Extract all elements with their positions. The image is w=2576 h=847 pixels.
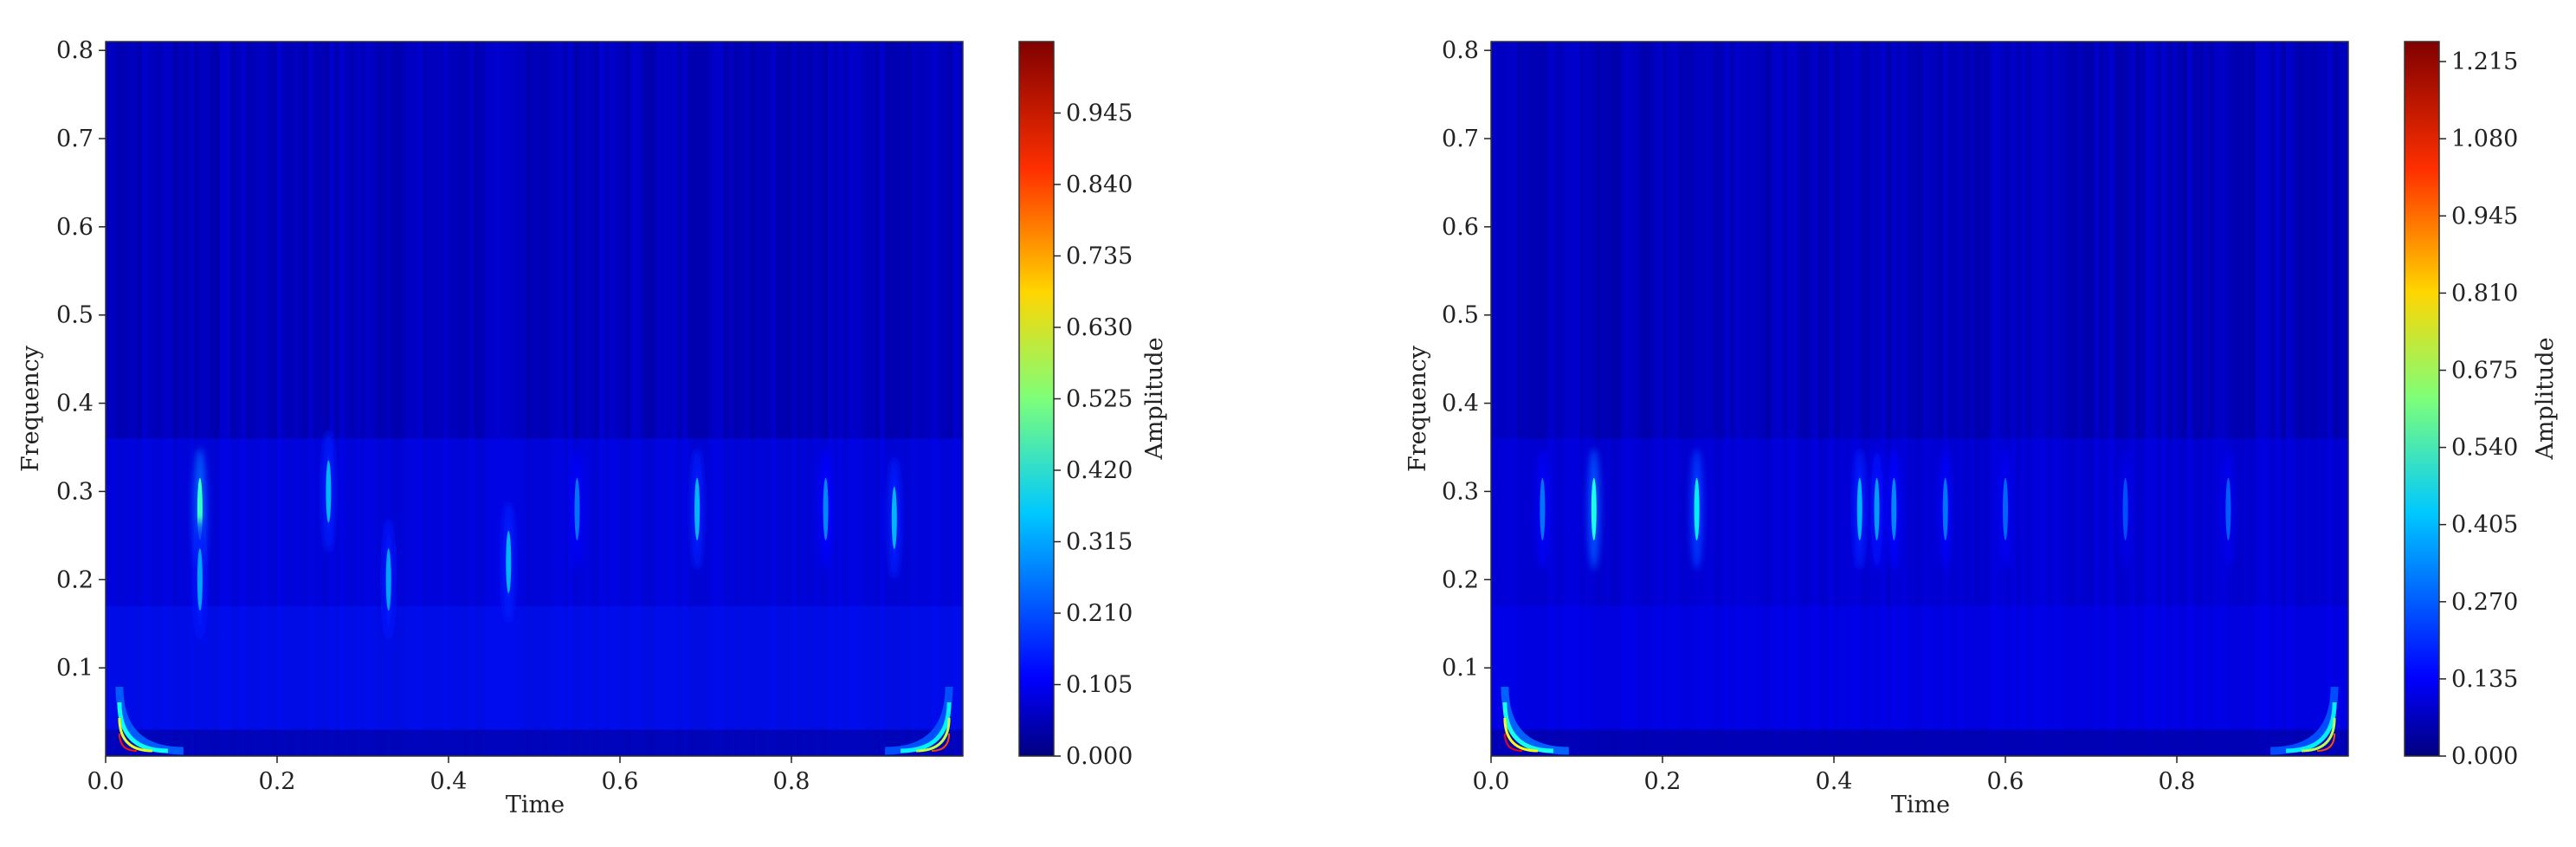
colorbar-tick-label: 1.215 xyxy=(2451,48,2518,75)
left-y-axis: 0.1 0.2 0.3 0.4 0.5 0.6 0.7 0.8 xyxy=(56,37,106,682)
right-y-axis: 0.1 0.2 0.3 0.4 0.5 0.6 0.7 0.8 xyxy=(1442,37,1491,682)
hotspot-6 xyxy=(502,501,515,623)
colorbar-tick-label: 0.945 xyxy=(2451,203,2518,230)
y-tick-label: 0.3 xyxy=(1442,478,1479,505)
x-tick-label: 0.4 xyxy=(430,768,468,795)
hotspot-5 xyxy=(1853,448,1866,570)
hotspot-6 xyxy=(1870,448,1883,570)
colorbar-tick-label: 0.840 xyxy=(1066,171,1133,198)
hotspot-7 xyxy=(571,448,584,570)
colorbar-tick-label: 0.630 xyxy=(1066,314,1133,341)
colorbar-tick-label: 0.105 xyxy=(1066,672,1133,699)
y-tick-label: 0.4 xyxy=(1442,391,1479,417)
colorbar-gradient xyxy=(1018,41,1055,757)
x-tick-label: 0.0 xyxy=(87,768,125,795)
hotspot-5 xyxy=(382,519,395,641)
y-tick-label: 0.5 xyxy=(1442,302,1479,329)
colorbar-tick-label: 0.735 xyxy=(1066,243,1133,270)
texture-stripes xyxy=(106,42,963,756)
right-colorbar-label: Amplitude xyxy=(2532,337,2559,460)
colorbar-tick-label: 0.315 xyxy=(1066,529,1133,556)
colorbar-tick-label: 0.540 xyxy=(2451,435,2518,462)
texture-stripes xyxy=(1491,42,2348,756)
colorbar-tick-label: 0.675 xyxy=(2451,358,2518,385)
x-tick-label: 0.6 xyxy=(602,768,639,795)
colorbar-tick-label: 0.000 xyxy=(2451,743,2518,770)
hotspot-3 xyxy=(193,519,206,641)
x-tick-label: 0.0 xyxy=(1473,768,1510,795)
y-tick-label: 0.5 xyxy=(56,302,94,329)
x-tick-label: 0.8 xyxy=(773,768,810,795)
left-heatmap-area xyxy=(105,41,964,757)
y-tick-label: 0.1 xyxy=(1442,655,1479,682)
colorbar-tick-label: 0.000 xyxy=(1066,743,1133,770)
x-tick-label: 0.2 xyxy=(259,768,296,795)
y-tick-label: 0.1 xyxy=(56,655,94,682)
x-tick-label: 0.2 xyxy=(1644,768,1682,795)
y-tick-label: 0.2 xyxy=(1442,566,1479,593)
hotspot-11 xyxy=(2222,448,2235,570)
y-tick-label: 0.4 xyxy=(56,391,94,417)
hotspot-4 xyxy=(322,430,335,553)
hotspot-8 xyxy=(1939,448,1952,570)
left-colorbar-label: Amplitude xyxy=(1141,337,1168,460)
left-ylabel: Frequency xyxy=(17,345,44,472)
y-tick-label: 0.7 xyxy=(1442,126,1479,152)
hotspot-9 xyxy=(1999,448,2011,570)
hotspot-9 xyxy=(819,448,832,570)
left-colorbar: 0.000 0.105 0.210 0.315 0.420 0.525 0.630 0.735… xyxy=(1018,41,1133,770)
right-heatmap-area xyxy=(1490,41,2349,757)
colorbar-tick-label: 0.210 xyxy=(1066,600,1133,627)
colorbar-tick-label: 0.405 xyxy=(2451,512,2518,539)
colorbar-tick-label: 0.135 xyxy=(2451,666,2518,693)
x-tick-label: 0.4 xyxy=(1816,768,1853,795)
hotspot-10 xyxy=(888,457,901,579)
left-spectrogram-panel: Frequency 0.10.20.30.40.50.60.70.8 0.0 0.… xyxy=(17,37,1168,818)
colorbar-tick-label: 0.420 xyxy=(1066,457,1133,484)
hotspot-0 xyxy=(115,686,184,755)
colorbar-gradient xyxy=(2404,41,2440,757)
x-tick-label: 0.6 xyxy=(1987,768,2024,795)
colorbar-tick-label: 0.945 xyxy=(1066,100,1133,127)
hotspot-3 xyxy=(1536,448,1549,570)
hotspot-7 xyxy=(1888,448,1901,570)
right-spectrogram-panel: Frequency 0.10.20.30.40.50.60.70.8 0.0 0.… xyxy=(1404,37,2559,818)
hotspot-1 xyxy=(885,686,953,755)
left-x-axis: 0.0 0.2 0.4 0.6 0.8 xyxy=(87,756,810,795)
y-tick-label: 0.6 xyxy=(1442,214,1479,241)
hotspot-2 xyxy=(1587,448,1600,570)
x-tick-label: 0.8 xyxy=(2159,768,2196,795)
y-tick-label: 0.7 xyxy=(56,126,94,152)
colorbar-tick-label: 0.810 xyxy=(2451,280,2518,307)
right-colorbar: 0.000 0.135 0.270 0.405 0.540 0.675 0.810 0.945… xyxy=(2404,41,2518,770)
right-xlabel: Time xyxy=(1891,792,1950,818)
colorbar-tick-label: 0.270 xyxy=(2451,589,2518,616)
y-tick-label: 0.6 xyxy=(56,214,94,241)
hotspot-0 xyxy=(1501,686,1569,755)
colorbar-tick-label: 0.525 xyxy=(1066,386,1133,413)
right-ylabel: Frequency xyxy=(1404,345,1431,472)
hotspot-1 xyxy=(2270,686,2339,755)
y-tick-label: 0.2 xyxy=(56,566,94,593)
hotspot-8 xyxy=(691,448,704,570)
y-tick-label: 0.3 xyxy=(56,478,94,505)
y-tick-label: 0.8 xyxy=(1442,37,1479,64)
colorbar-tick-label: 1.080 xyxy=(2451,126,2518,152)
left-xlabel: Time xyxy=(506,792,565,818)
hotspot-10 xyxy=(2119,448,2132,570)
y-tick-label: 0.8 xyxy=(56,37,94,64)
right-x-axis: 0.0 0.2 0.4 0.6 0.8 xyxy=(1473,756,2196,795)
hotspot-4 xyxy=(1690,448,1703,570)
